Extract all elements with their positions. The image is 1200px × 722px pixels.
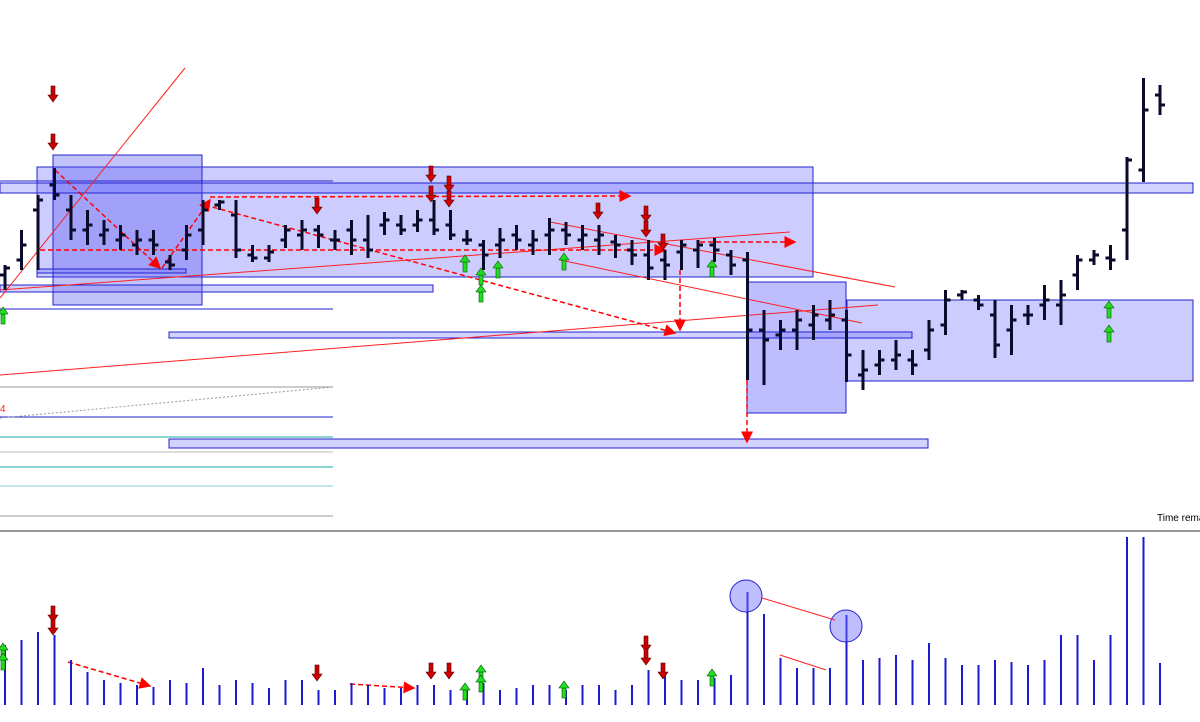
volume-notes bbox=[729, 579, 863, 671]
time-remaining: Time rema bbox=[1157, 513, 1200, 524]
zones bbox=[0, 154, 1194, 449]
marks bbox=[0, 78, 1165, 705]
level-label: 4 bbox=[0, 404, 6, 415]
trend-lines bbox=[0, 67, 896, 376]
levels bbox=[0, 386, 334, 517]
